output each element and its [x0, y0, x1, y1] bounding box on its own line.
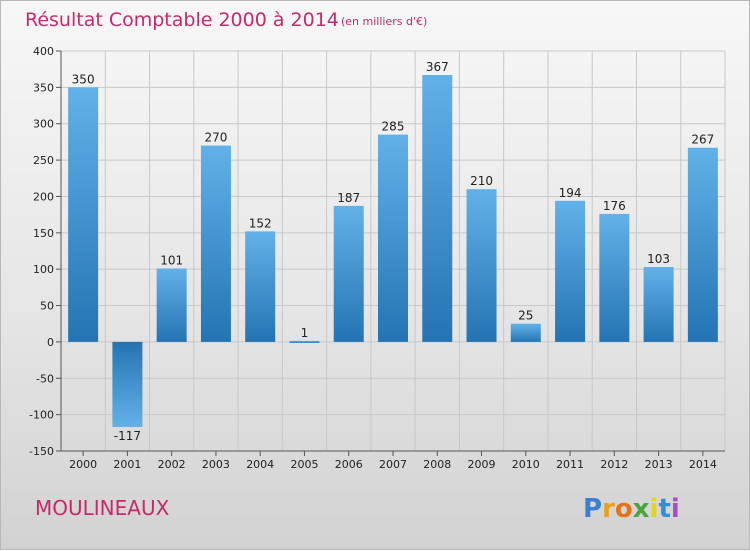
x-tick-label: 2009: [468, 458, 496, 471]
x-tick-label: 2007: [379, 458, 407, 471]
value-label-2009: 210: [470, 174, 493, 188]
value-label-2008: 367: [426, 60, 449, 74]
value-label-2001: -117: [114, 429, 141, 443]
x-tick-label: 2005: [290, 458, 318, 471]
brand-letter: i: [650, 494, 659, 524]
y-tick-label: -150: [29, 445, 54, 458]
x-tick-label: 2001: [113, 458, 141, 471]
bar-2013: [643, 267, 674, 342]
location-name: MOULINEAUX: [35, 496, 170, 520]
chart-subtitle: (en milliers d'€): [341, 15, 427, 28]
bar-2007: [378, 134, 408, 342]
x-tick-label: 2006: [335, 458, 363, 471]
bar-2014: [687, 147, 718, 342]
chart-title: Résultat Comptable 2000 à 2014: [25, 9, 339, 31]
y-tick-label: 0: [47, 336, 54, 349]
x-tick-label: 2002: [158, 458, 186, 471]
x-tick-label: 2014: [689, 458, 717, 471]
x-tick-label: 2004: [246, 458, 274, 471]
x-tick-label: 2010: [512, 458, 540, 471]
bar-2008: [422, 75, 453, 342]
value-label-2002: 101: [160, 253, 183, 267]
x-tick-label: 2003: [202, 458, 230, 471]
bar-2011: [555, 200, 586, 342]
value-labels: 350 -117 101 270 152 1 187 285 367 210 25 194 176 103…: [72, 60, 715, 443]
axes: 400 350 300 250 200 150 100 50 0 -50 -100 -150 2000 2…: [29, 45, 725, 471]
brand-letter: r: [602, 494, 615, 524]
value-label-2007: 285: [382, 120, 405, 134]
bar-2010: [510, 323, 541, 342]
bar-2012: [599, 213, 630, 342]
y-tick-label: 50: [40, 300, 54, 313]
y-tick-label: 250: [33, 154, 54, 167]
brand-letter: i: [671, 494, 680, 524]
x-tick-label: 2013: [645, 458, 673, 471]
y-tick-label: -50: [36, 372, 54, 385]
value-label-2011: 194: [559, 186, 582, 200]
brand-letter: t: [658, 494, 670, 524]
value-label-2006: 187: [337, 191, 360, 205]
brand-logo: Proxiti: [583, 494, 680, 524]
bar-2004: [245, 231, 276, 342]
brand-letter: o: [615, 494, 633, 524]
x-tick-label: 2000: [69, 458, 97, 471]
value-label-2010: 25: [518, 309, 533, 323]
value-label-2014: 267: [691, 133, 714, 147]
y-tick-label: 350: [33, 81, 54, 94]
value-label-2013: 103: [647, 252, 670, 266]
bars: [68, 75, 718, 427]
x-tick-label: 2011: [556, 458, 584, 471]
bar-2003: [200, 145, 231, 342]
x-tick-label: 2012: [600, 458, 628, 471]
brand-letter: x: [633, 494, 650, 524]
y-tick-label: 150: [33, 227, 54, 240]
brand-letter: P: [583, 494, 602, 524]
x-tick-label: 2008: [423, 458, 451, 471]
bar-2005: [289, 340, 320, 343]
value-label-2000: 350: [72, 72, 95, 86]
bar-2009: [466, 189, 497, 342]
bar-2002: [156, 268, 187, 342]
y-tick-label: 200: [33, 190, 54, 203]
bar-2001: [112, 341, 143, 427]
bar-2000: [68, 87, 99, 342]
value-label-2003: 270: [204, 131, 227, 145]
y-tick-label: 300: [33, 118, 54, 131]
y-tick-label: 100: [33, 263, 54, 276]
value-label-2012: 176: [603, 199, 626, 213]
bar-2006: [333, 205, 364, 342]
value-label-2005: 1: [301, 326, 309, 340]
value-label-2004: 152: [249, 216, 272, 230]
y-tick-label: -100: [29, 409, 54, 422]
y-tick-label: 400: [33, 45, 54, 58]
